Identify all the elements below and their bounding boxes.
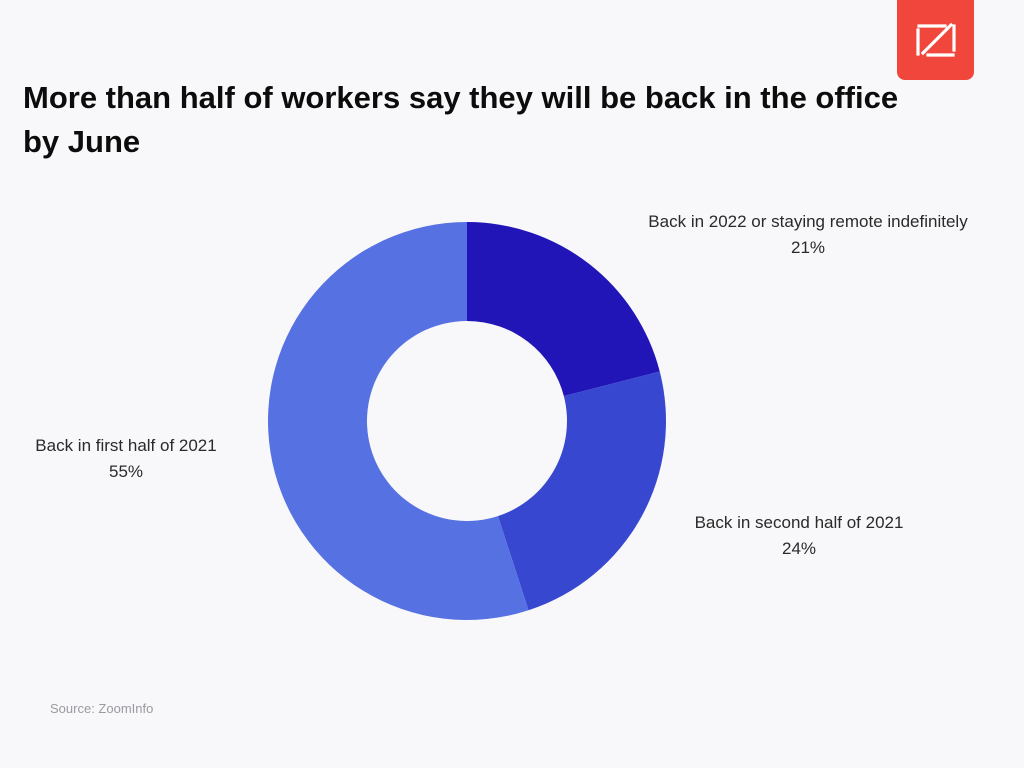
chart-title: More than half of workers say they will … [23,80,899,159]
donut-slice-2 [268,222,529,620]
slice-label-second-half-value: 24% [781,539,817,558]
slice-label-remote-value: 21% [790,238,826,257]
zoominfo-logo-icon [897,0,974,80]
slice-label-second-half: Back in second half of 2021 24% [695,510,904,562]
source-note: Source: ZoomInfo [50,701,154,716]
slice-label-second-half-text: Back in second half of 2021 [694,513,904,532]
z-logo-glyph [915,22,956,57]
donut-slice-0 [467,222,660,397]
slice-label-first-half-value: 55% [108,462,144,481]
slice-label-remote: Back in 2022 or staying remote indefinit… [648,209,967,261]
slice-label-first-half: Back in first half of 2021 55% [35,433,216,485]
slice-label-first-half-text: Back in first half of 2021 [35,436,217,455]
slice-label-remote-text: Back in 2022 or staying remote indefinit… [648,212,968,231]
donut-slice-1 [497,371,666,611]
